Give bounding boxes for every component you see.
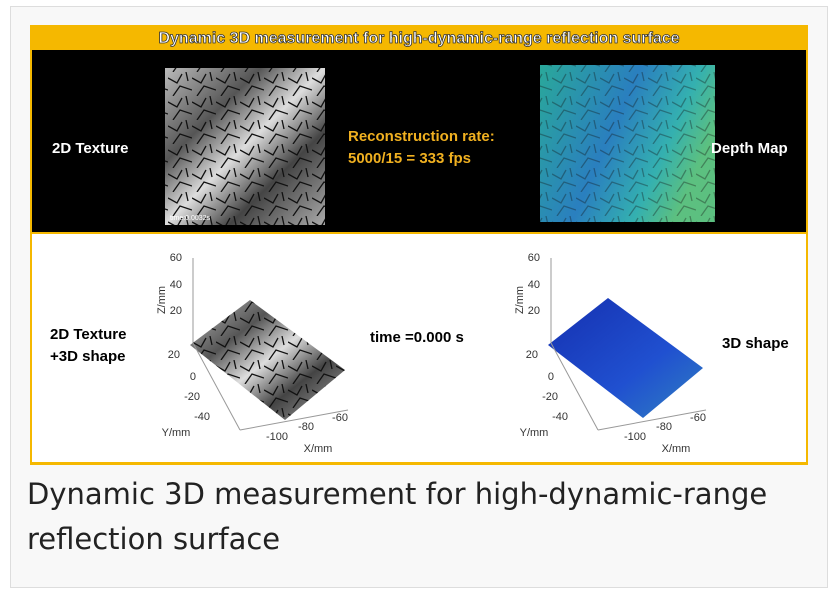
tick-label: 40	[528, 279, 540, 291]
label: Reconstruction rate:	[348, 128, 495, 145]
tick-label: 40	[170, 279, 182, 291]
tick-label: -60	[690, 412, 706, 424]
tick-label: 0	[190, 371, 196, 383]
label: 2D Texture	[52, 140, 128, 157]
tick-label: -100	[266, 431, 288, 443]
figure-title: Dynamic 3D measurement for high-dynamic-…	[158, 30, 679, 47]
axis-label: X/mm	[304, 443, 333, 455]
tick-label: 60	[528, 252, 540, 264]
tick-label: -20	[184, 391, 200, 403]
label: 5000/15 = 333 fps	[348, 150, 471, 167]
tick-label: 20	[528, 305, 540, 317]
bottom-panel	[32, 234, 806, 462]
label: +3D shape	[50, 348, 125, 365]
timestamp: time:0.0032s	[170, 215, 211, 222]
axis-label: Y/mm	[520, 427, 549, 439]
tick-label: 0	[548, 371, 554, 383]
axis-label: Z/mm	[156, 286, 168, 314]
depth-cracks	[540, 65, 715, 222]
tick-label: 60	[170, 252, 182, 264]
caption: Dynamic 3D measurement for high-dynamic-…	[27, 472, 807, 562]
axis-label: X/mm	[662, 443, 691, 455]
axis-label: Z/mm	[514, 286, 526, 314]
tick-label: -20	[542, 391, 558, 403]
tick-label: -80	[656, 421, 672, 433]
texture-cracks	[165, 68, 325, 225]
page: Dynamic 3D measurement for high-dynamic-…	[0, 0, 838, 594]
tick-label: 20	[168, 349, 180, 361]
label: 3D shape	[722, 335, 789, 352]
axis-label: Y/mm	[162, 427, 191, 439]
tick-label: -100	[624, 431, 646, 443]
label: time =0.000 s	[370, 329, 464, 346]
tick-label: -40	[194, 411, 210, 423]
label: 2D Texture	[50, 326, 126, 343]
tick-label: -80	[298, 421, 314, 433]
label: Depth Map	[711, 140, 788, 157]
tick-label: -60	[332, 412, 348, 424]
tick-label: -40	[552, 411, 568, 423]
tick-label: 20	[526, 349, 538, 361]
tick-label: 20	[170, 305, 182, 317]
figure: Dynamic 3D measurement for high-dynamic-…	[0, 0, 838, 470]
